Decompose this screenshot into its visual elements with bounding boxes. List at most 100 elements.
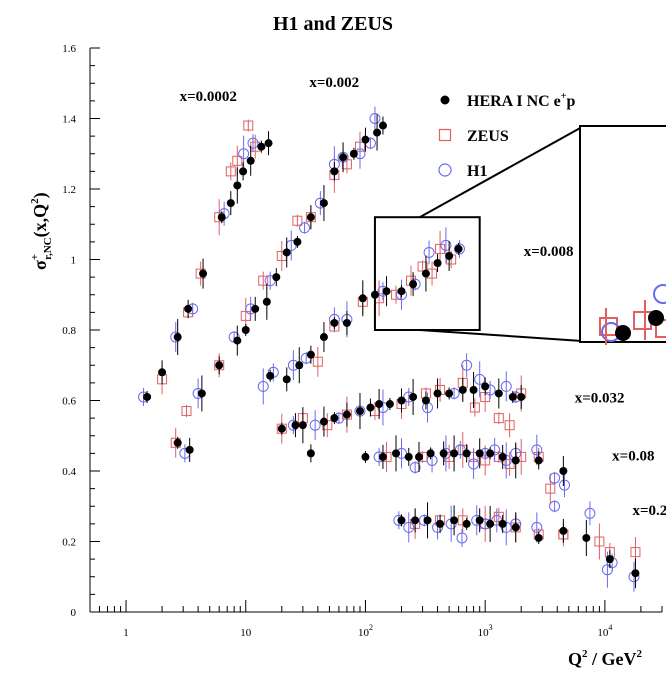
zeus-point [417,261,428,272]
hera-point [385,400,394,409]
hera-point [251,304,260,313]
zeus-point [243,120,254,131]
x-tick-label: 10 [240,627,252,639]
bin-label-x0.002: x=0.002 [309,75,359,91]
y-tick-label: 1.2 [62,184,76,196]
hera-point [291,421,300,430]
hera-point [582,533,591,542]
legend: HERA I NC e+p ZEUS H1 [438,91,575,180]
hera-point [445,251,454,260]
legend-h1-marker [438,163,452,177]
inset-panel [579,125,666,343]
h1-point [500,380,512,392]
hera-point [173,333,182,342]
hera-point [409,280,418,289]
zeus-point [493,413,504,424]
hera-point [319,417,328,426]
x-tick-label: 103 [478,623,493,639]
hera-point [462,449,471,458]
h1-point [403,521,415,533]
legend-hera-text: HERA I NC e [467,93,561,110]
hera-point [241,326,250,334]
zeus-point [545,483,556,494]
hera-point [239,167,248,176]
hera-point [421,396,430,405]
tick-group: 0 0.2 0.4 0.6 0.8 1 1.2 1.4 1.6 1 10 102 103 104 [62,43,663,639]
x-axis-label-unit: / GeV [588,649,637,669]
hera-point [498,452,507,461]
hera-point [450,449,459,458]
hera-point [257,142,266,151]
chart-title: H1 and ZEUS [273,13,393,35]
hera-point [378,452,387,461]
hera-point [409,392,418,401]
h1-point [559,479,571,491]
hera-point [426,449,435,458]
h1-point [531,444,543,456]
zeus-point [225,166,236,177]
y-tick-label: 0 [71,607,77,619]
inset-h1-marker [653,284,666,304]
hera-point [411,516,420,525]
zeus-point [469,402,480,413]
bin-label-x0.08: x=0.08 [612,448,654,464]
hera-point [233,336,242,345]
x-tick-label: 104 [597,623,612,639]
legend-zeus-label: ZEUS [467,128,509,145]
hera-point [217,213,226,222]
hera-point [445,389,454,398]
hera-point [226,199,235,208]
y-axis-label-close: ) [30,192,51,198]
inset-hera-marker [648,310,664,326]
hera-point [361,135,370,144]
hera-point [330,414,339,423]
y-tick-label: 0.8 [62,325,76,337]
hera-point [511,523,520,532]
zeus-point [504,420,515,431]
hera-point [375,400,384,409]
hera-point [293,237,302,246]
hera-point [277,424,286,433]
hera-point [423,516,432,525]
y-tick-label: 1.6 [62,43,76,55]
hera-point [330,318,339,327]
hera-point [349,149,358,158]
h1-point [299,222,311,234]
h1-point [461,359,473,371]
hera-point [382,287,391,296]
hera-point [272,273,281,282]
bin-label-x0.0002: x=0.0002 [180,89,237,105]
x-axis-label: Q2 / GeV2 [568,648,643,669]
zoom-inset [373,125,666,345]
y-tick-label: 0.2 [62,537,76,549]
h1-point [369,113,381,124]
hera-point [319,199,328,208]
hera-point [486,449,495,458]
hera-point [342,318,351,327]
hera-point [330,167,339,176]
bin-label-x0.25: x=0.25 [632,503,666,519]
hera-point [233,181,242,190]
hera-point [486,519,495,528]
zeus-point [594,536,605,547]
hera-point [173,438,182,447]
h1-point [409,461,421,473]
inset-hera-marker [615,325,631,341]
hera-point [481,382,490,391]
hera-point [469,385,478,394]
hera-point [475,516,484,525]
hera-point [475,449,484,458]
y-axis-label-tail: (x,Q [30,204,51,238]
h1-point [238,148,250,160]
zoom-connector-bottom [419,329,583,342]
zeus-point [232,155,243,166]
data-points [138,106,641,592]
legend-hera-marker [440,95,450,105]
h1-point [309,419,321,431]
zoom-connector-top [419,126,583,219]
bin-label-x0.032: x=0.032 [575,390,625,406]
hera-point [397,516,406,525]
h1-point [531,521,543,533]
hera-point [355,407,364,416]
hera-point [215,361,224,370]
